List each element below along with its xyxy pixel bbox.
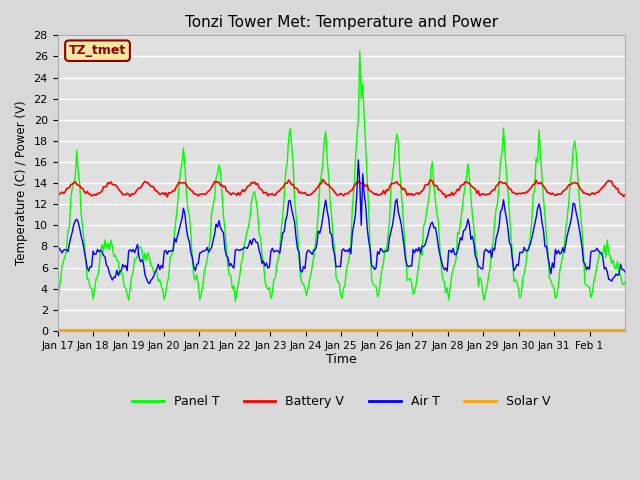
Panel T [54, 299, 61, 304]
Air T [621, 269, 629, 275]
Battery V [91, 192, 99, 197]
Solar V [91, 327, 99, 333]
Panel T [356, 48, 364, 54]
Air T [91, 252, 99, 257]
Battery V [620, 193, 627, 199]
Air T [347, 251, 355, 257]
Line: Battery V: Battery V [58, 180, 625, 198]
Air T [145, 281, 153, 287]
Battery V [442, 195, 449, 201]
Solar V [621, 327, 629, 333]
Line: Air T: Air T [58, 160, 625, 284]
Air T [54, 250, 61, 256]
Battery V [621, 192, 629, 198]
Air T [461, 227, 469, 233]
Legend: Panel T, Battery V, Air T, Solar V: Panel T, Battery V, Air T, Solar V [127, 390, 556, 413]
Battery V [54, 191, 61, 197]
Solar V [54, 327, 61, 333]
Battery V [461, 179, 469, 185]
Panel T [73, 147, 81, 153]
Battery V [347, 188, 355, 193]
Panel T [621, 279, 629, 285]
Air T [355, 157, 362, 163]
Y-axis label: Temperature (C) / Power (V): Temperature (C) / Power (V) [15, 101, 28, 265]
X-axis label: Time: Time [326, 353, 356, 366]
Text: TZ_tmet: TZ_tmet [69, 44, 126, 57]
Solar V [73, 327, 81, 333]
Panel T [346, 253, 353, 259]
Battery V [545, 190, 553, 196]
Solar V [617, 327, 625, 333]
Battery V [73, 181, 81, 187]
Air T [73, 216, 81, 222]
Panel T [460, 194, 467, 200]
Battery V [319, 177, 326, 182]
Air T [545, 263, 553, 268]
Line: Panel T: Panel T [58, 51, 625, 301]
Air T [620, 267, 627, 273]
Solar V [346, 327, 353, 333]
Title: Tonzi Tower Met: Temperature and Power: Tonzi Tower Met: Temperature and Power [185, 15, 498, 30]
Panel T [618, 281, 626, 287]
Panel T [544, 250, 552, 256]
Solar V [543, 327, 550, 333]
Solar V [458, 327, 466, 333]
Panel T [91, 286, 99, 292]
